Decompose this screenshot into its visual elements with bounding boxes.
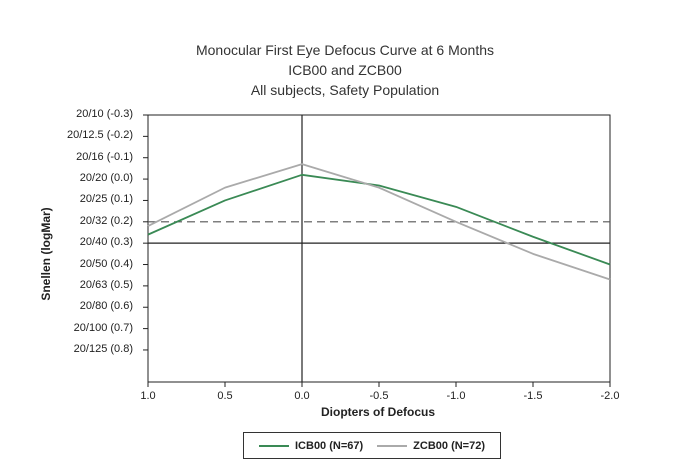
y-tick-label: 20/25 (0.1): [79, 193, 133, 206]
y-tick-label: 20/16 (-0.1): [76, 150, 133, 163]
y-tick-labels: 20/10 (-0.3) 20/12.5 (-0.2) 20/16 (-0.1) 20…: [0, 0, 133, 473]
chart-subtitle-1: ICB00 and ZCB00: [288, 62, 402, 78]
legend-swatch-icb00: [259, 444, 289, 447]
y-tick-label: 20/100 (0.7): [73, 321, 133, 334]
chart-subtitle-2: All subjects, Safety Population: [250, 82, 440, 98]
chart-title: Monocular First Eye Defocus Curve at 6 M…: [195, 42, 494, 58]
y-tick-label: 20/80 (0.6): [79, 300, 133, 313]
legend: ICB00 (N=67) ZCB00 (N=72): [243, 432, 501, 459]
series-line-zcb00: [147, 163, 611, 281]
x-tick-label: -0.5: [369, 390, 389, 402]
legend-label-zcb00: ZCB00 (N=72): [413, 439, 485, 452]
y-tick-label: 20/32 (0.2): [79, 214, 133, 227]
y-tick-label: 20/10 (-0.3): [76, 108, 133, 120]
y-tick-label: 20/63 (0.5): [79, 278, 133, 291]
series-line-icb00: [147, 173, 611, 266]
x-tick-label: -2.0: [600, 390, 620, 402]
legend-label-icb00: ICB00 (N=67): [295, 439, 364, 452]
x-tick-label: -1.5: [523, 390, 543, 402]
x-tick-label: 1.0: [140, 390, 156, 402]
legend-item-icb00: ICB00 (N=67): [259, 440, 363, 452]
y-tick-label: 20/50 (0.4): [79, 257, 133, 270]
plot-frame: [147, 114, 611, 383]
x-tick-label: 0.5: [217, 390, 233, 402]
y-tick-label: 20/40 (0.3): [79, 236, 133, 249]
x-tick-label: -1.0: [446, 390, 466, 402]
x-axis-label: Diopters of Defocus: [320, 405, 435, 419]
x-tick-label: 0.0: [294, 390, 310, 402]
y-tick-label: 20/12.5 (-0.2): [66, 129, 133, 142]
legend-item-zcb00: ZCB00 (N=72): [377, 440, 485, 452]
y-tick-label: 20/20 (0.0): [79, 172, 133, 185]
y-axis-label: Snellen (logMar): [39, 207, 53, 301]
legend-swatch-zcb00: [377, 444, 408, 447]
y-tick-label: 20/125 (0.8): [73, 342, 133, 355]
